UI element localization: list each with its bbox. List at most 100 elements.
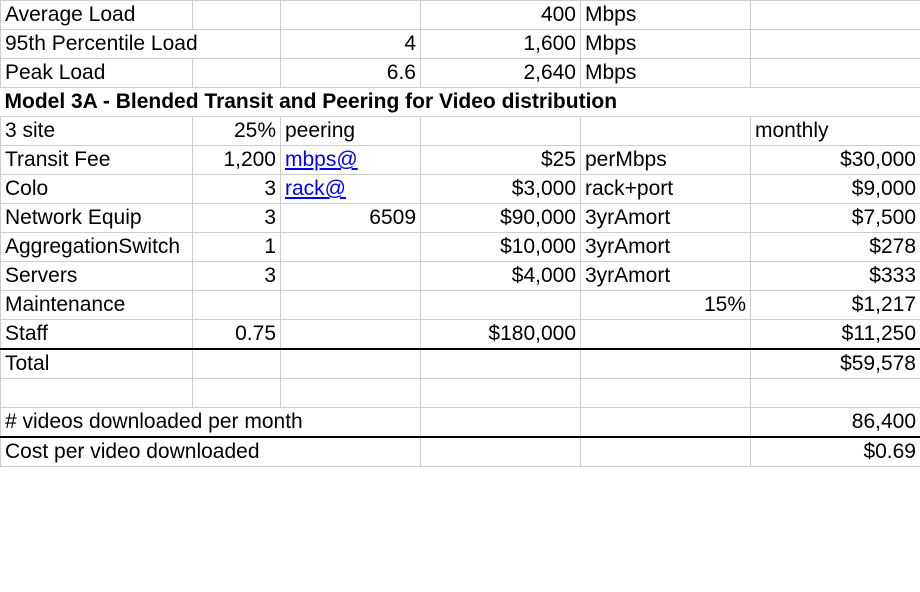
cell	[281, 291, 421, 320]
cell: 400	[421, 1, 581, 30]
cell	[193, 379, 281, 408]
row-aggregation-switch: AggregationSwitch 1 $10,000 3yrAmort $27…	[1, 233, 920, 262]
cell-total: $59,578	[751, 349, 920, 379]
cell: 3	[193, 175, 281, 204]
cell	[281, 233, 421, 262]
cell: 6509	[281, 204, 421, 233]
cell: $90,000	[421, 204, 581, 233]
cell	[581, 379, 751, 408]
cell	[421, 291, 581, 320]
cell-label: Colo	[1, 175, 193, 204]
cell	[751, 1, 920, 30]
cell: 3yrAmort	[581, 262, 751, 291]
cell-label: Cost per video downloaded	[1, 437, 421, 467]
cell: $278	[751, 233, 920, 262]
cell: $3,000	[421, 175, 581, 204]
cell-unit: Mbps	[581, 30, 751, 59]
model-header: Model 3A - Blended Transit and Peering f…	[1, 88, 920, 117]
cell	[581, 117, 751, 146]
row-peak-load: Peak Load 6.6 2,640 Mbps	[1, 59, 920, 88]
row-model-header: Model 3A - Blended Transit and Peering f…	[1, 88, 920, 117]
cell	[421, 117, 581, 146]
cell-label: 95th Percentile Load	[1, 30, 281, 59]
cell-label: Network Equip	[1, 204, 193, 233]
cell	[421, 379, 581, 408]
cell: 2,640	[421, 59, 581, 88]
row-p95-load: 95th Percentile Load 4 1,600 Mbps	[1, 30, 920, 59]
link-rack[interactable]: rack@	[285, 177, 346, 200]
cell	[281, 262, 421, 291]
cell: $333	[751, 262, 920, 291]
cell: 3	[193, 262, 281, 291]
cell: rack+port	[581, 175, 751, 204]
cell-label: Peak Load	[1, 59, 193, 88]
cell	[281, 379, 421, 408]
cell: 15%	[581, 291, 751, 320]
cell-link[interactable]: rack@	[281, 175, 421, 204]
cell-link[interactable]: mbps@	[281, 146, 421, 175]
row-average-load: Average Load 400 Mbps	[1, 1, 920, 30]
cell: $10,000	[421, 233, 581, 262]
cell: $7,500	[751, 204, 920, 233]
row-total: Total $59,578	[1, 349, 920, 379]
cell-label: Maintenance	[1, 291, 193, 320]
cell	[193, 349, 281, 379]
row-network-equip: Network Equip 3 6509 $90,000 3yrAmort $7…	[1, 204, 920, 233]
cell	[751, 59, 920, 88]
cell	[193, 59, 281, 88]
cell: 25%	[193, 117, 281, 146]
cell-label: Staff	[1, 320, 193, 350]
cell: $9,000	[751, 175, 920, 204]
cell	[193, 291, 281, 320]
cell-label: # videos downloaded per month	[1, 408, 421, 438]
cell	[193, 1, 281, 30]
cell: $30,000	[751, 146, 920, 175]
cell: 3yrAmort	[581, 233, 751, 262]
cell	[281, 320, 421, 350]
row-transit-fee: Transit Fee 1,200 mbps@ $25 perMbps $30,…	[1, 146, 920, 175]
row-maintenance: Maintenance 15% $1,217	[1, 291, 920, 320]
cell	[581, 349, 751, 379]
cell-value: $0.69	[751, 437, 920, 467]
cell-label: Transit Fee	[1, 146, 193, 175]
row-cost-per-video: Cost per video downloaded $0.69	[1, 437, 920, 467]
cell	[421, 408, 581, 438]
row-model-sub: 3 site 25% peering monthly	[1, 117, 920, 146]
row-videos-per-month: # videos downloaded per month 86,400	[1, 408, 920, 438]
cell-label: AggregationSwitch	[1, 233, 193, 262]
cell-unit: Mbps	[581, 1, 751, 30]
cell	[581, 437, 751, 467]
cell: $25	[421, 146, 581, 175]
cell	[281, 349, 421, 379]
cell	[1, 379, 193, 408]
cell-label: Average Load	[1, 1, 193, 30]
cell: peering	[281, 117, 421, 146]
cell: 4	[281, 30, 421, 59]
row-servers: Servers 3 $4,000 3yrAmort $333	[1, 262, 920, 291]
cell	[421, 349, 581, 379]
cell: 1	[193, 233, 281, 262]
cell: 3yrAmort	[581, 204, 751, 233]
cell: 0.75	[193, 320, 281, 350]
cell: $1,217	[751, 291, 920, 320]
cell: 3 site	[1, 117, 193, 146]
cell-label: Servers	[1, 262, 193, 291]
cell	[581, 408, 751, 438]
row-staff: Staff 0.75 $180,000 $11,250	[1, 320, 920, 350]
cell: 3	[193, 204, 281, 233]
cell-unit: Mbps	[581, 59, 751, 88]
cell	[421, 437, 581, 467]
cell: 1,200	[193, 146, 281, 175]
cost-model-table: Average Load 400 Mbps 95th Percentile Lo…	[0, 0, 920, 467]
cell: $11,250	[751, 320, 920, 350]
cell: 6.6	[281, 59, 421, 88]
cell	[281, 1, 421, 30]
cell	[751, 379, 920, 408]
cell: monthly	[751, 117, 920, 146]
cell: 1,600	[421, 30, 581, 59]
cell-value: 86,400	[751, 408, 920, 438]
row-colo: Colo 3 rack@ $3,000 rack+port $9,000	[1, 175, 920, 204]
row-blank	[1, 379, 920, 408]
link-mbps[interactable]: mbps@	[285, 148, 358, 171]
cell: $180,000	[421, 320, 581, 350]
